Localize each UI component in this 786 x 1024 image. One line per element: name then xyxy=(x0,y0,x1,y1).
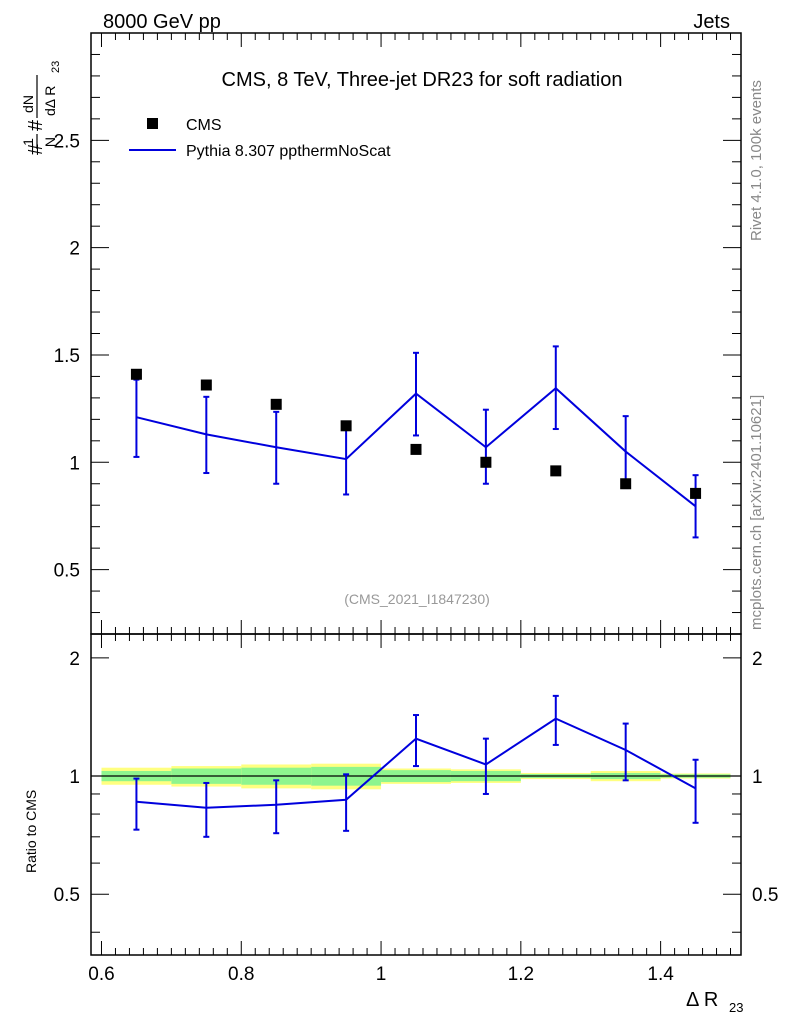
data-point xyxy=(480,456,492,468)
ratio-y-tick-label: 0.5 xyxy=(54,885,80,906)
ratio-y-tick-label-right: 0.5 xyxy=(752,885,778,906)
ylabel-frac1-den: N xyxy=(42,137,58,147)
y-axis-label-ratio: Ratio to CMS xyxy=(23,790,39,873)
axis-ticks: 0.6 0.8 1 1.2 1.4 0.5 1 1.5 2 2.5 0.5 0.5 1 1 2 2 xyxy=(54,33,778,985)
ratio-y-tick-label: 1 xyxy=(69,767,80,788)
data-point xyxy=(340,420,352,432)
svg-text:#: # xyxy=(25,143,47,155)
ratio-y-tick-label-right: 2 xyxy=(752,649,763,670)
ratio-panel-frame xyxy=(90,633,742,956)
ratio-uncertainty-band xyxy=(91,763,741,790)
x-tick-label: 1.4 xyxy=(647,964,674,985)
y-tick-label: 1 xyxy=(69,453,80,474)
data-point xyxy=(690,487,702,499)
x-tick-label: 0.6 xyxy=(88,964,114,985)
data-point xyxy=(550,465,562,477)
svg-text:#: # xyxy=(25,119,47,131)
analysis-id: (CMS_2021_I1847230) xyxy=(344,591,490,607)
y-axis-label-main: # 1 N # dN dΔ R 23 xyxy=(20,61,62,155)
xlabel-main: Δ R xyxy=(686,989,718,1011)
data-point xyxy=(130,368,142,380)
data-point xyxy=(200,379,212,391)
data-marks xyxy=(130,345,702,838)
data-point xyxy=(410,443,422,455)
x-tick-label: 1 xyxy=(376,964,387,985)
y-tick-label: 2 xyxy=(69,239,80,260)
ylabel-frac1-num: 1 xyxy=(20,138,36,146)
ylabel-frac2-den: dΔ R xyxy=(42,86,58,116)
y-tick-label: 2.5 xyxy=(54,131,80,152)
x-axis-label: Δ R 23 xyxy=(686,989,743,1015)
legend-data-label: CMS xyxy=(186,117,222,134)
rivet-version-label: Rivet 4.1.0, 100k events xyxy=(748,80,765,241)
header-left-label: 8000 GeV pp xyxy=(103,11,221,33)
data-point xyxy=(620,478,632,490)
ratio-y-tick-label: 2 xyxy=(69,649,80,670)
header-right-label: Jets xyxy=(693,11,730,33)
y-tick-label: 1.5 xyxy=(54,346,80,367)
legend-mc-label: Pythia 8.307 ppthermNoScat xyxy=(186,143,391,160)
mcplots-source-label: mcplots.cern.ch [arXiv:2401.10621] xyxy=(748,395,765,630)
ylabel-frac2-num: dN xyxy=(20,95,36,113)
x-tick-label: 0.8 xyxy=(228,964,254,985)
legend-data-marker xyxy=(147,118,158,129)
xlabel-sub: 23 xyxy=(729,1000,743,1015)
data-point xyxy=(270,398,282,410)
chart-title: CMS, 8 TeV, Three-jet DR23 for soft radi… xyxy=(222,69,623,91)
ratio-y-tick-label-right: 1 xyxy=(752,767,763,788)
y-tick-label: 0.5 xyxy=(54,561,80,582)
x-tick-label: 1.2 xyxy=(508,964,534,985)
ylabel-sub: 23 xyxy=(50,61,62,73)
